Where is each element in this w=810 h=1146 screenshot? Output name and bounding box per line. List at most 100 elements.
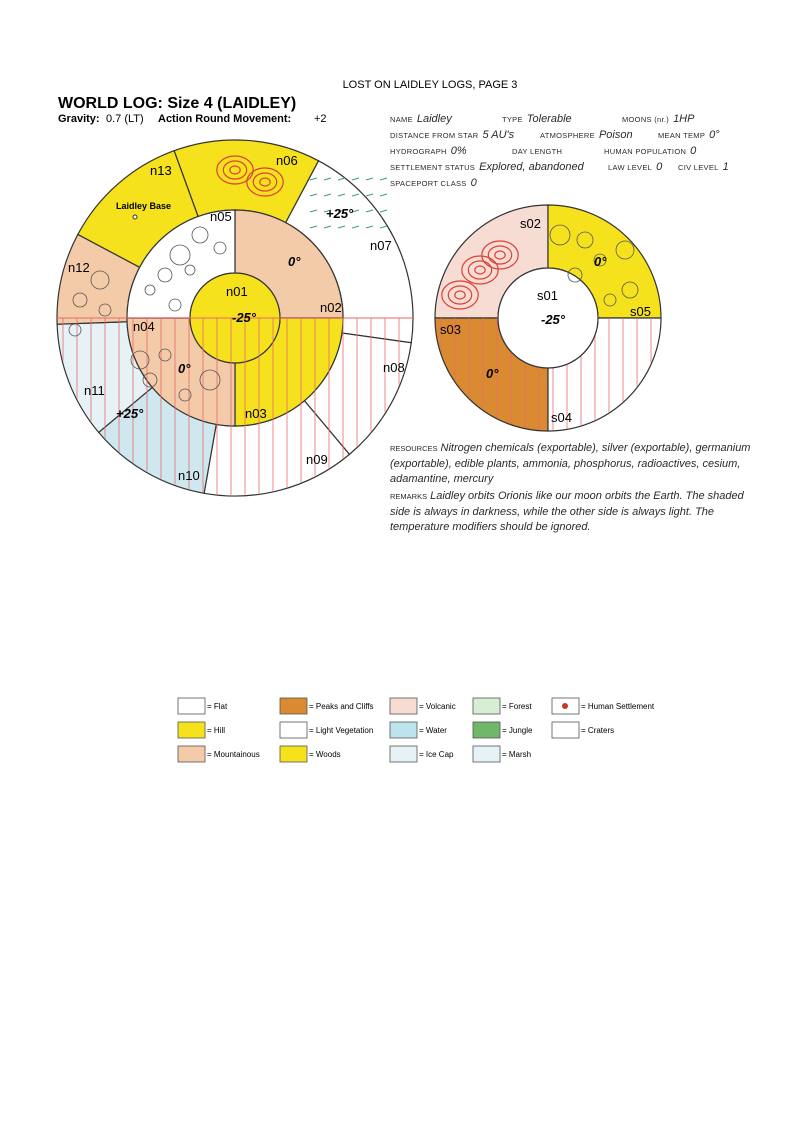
hex-label: n07 <box>370 238 392 253</box>
legend-swatch <box>389 697 418 715</box>
stat: MEAN TEMP 0° <box>658 129 720 141</box>
marsh <box>365 225 374 229</box>
gravity-label: Gravity: <box>58 113 100 125</box>
crater <box>199 369 221 391</box>
crater <box>603 293 617 307</box>
volcanic <box>246 167 284 197</box>
legend-dot <box>562 703 568 709</box>
marsh <box>351 177 360 181</box>
hex-label: s05 <box>630 304 651 319</box>
movement: +2 <box>314 113 327 125</box>
stripes <box>436 318 660 430</box>
stat-value: 1HP <box>673 113 695 125</box>
hex-label: n05 <box>210 209 232 224</box>
temperature: 0° <box>486 366 499 381</box>
hex-label: n02 <box>320 300 342 315</box>
volcanic <box>454 290 466 300</box>
stat: HUMAN POPULATION 0 <box>604 145 696 157</box>
crater <box>549 224 571 246</box>
legend-label: = Volcanic <box>419 702 456 711</box>
legend-label: = Water <box>419 726 447 735</box>
crater <box>213 241 227 255</box>
hex-label: n08 <box>383 360 405 375</box>
stat: DISTANCE FROM STAR 5 AU's <box>390 129 514 141</box>
legend-label: = Forest <box>502 702 532 711</box>
volcanic <box>474 265 486 275</box>
legend-swatch <box>177 721 206 739</box>
temperature: -25° <box>541 312 566 327</box>
stat-value: 0 <box>470 177 477 189</box>
hex-label: n09 <box>306 452 328 467</box>
volcanic <box>259 177 271 187</box>
legend: = Flat = Hill = Mountainous = Peaks and Cli… <box>177 697 655 763</box>
crater <box>68 323 82 337</box>
temperature: -25° <box>232 310 257 325</box>
marsh <box>309 177 318 181</box>
marsh <box>323 193 332 197</box>
stat-label: DISTANCE FROM STAR <box>390 131 479 140</box>
stat-label: LAW LEVEL <box>608 163 653 172</box>
legend-label: = Marsh <box>502 750 531 759</box>
volcanic <box>494 250 506 260</box>
stat: DAY LENGTH <box>512 145 566 157</box>
legend-swatch <box>279 745 308 763</box>
marsh <box>337 177 346 181</box>
hex-label: n11 <box>84 383 105 398</box>
marsh <box>351 209 360 213</box>
crater <box>576 231 594 249</box>
marsh <box>337 225 346 229</box>
stat-value: 0% <box>450 145 467 157</box>
marsh <box>337 209 346 213</box>
stat-label: MEAN TEMP <box>658 131 706 140</box>
stat-value: 0 <box>690 145 697 157</box>
hex-label: n04 <box>133 319 155 334</box>
hex-label: n10 <box>178 468 200 483</box>
hex-label: n01 <box>226 284 248 299</box>
volcanic <box>252 172 278 192</box>
volcanic <box>447 285 473 305</box>
legend-label: = Craters <box>581 726 614 735</box>
legend-label: = Light Vegetation <box>309 726 373 735</box>
base-label: Laidley Base <box>116 201 171 211</box>
stat-label: HYDROGRAPH <box>390 147 447 156</box>
marsh <box>379 193 388 197</box>
crater <box>130 350 150 370</box>
marsh <box>351 225 360 229</box>
crater <box>567 267 583 283</box>
legend-swatch <box>177 697 206 715</box>
crater <box>168 298 182 312</box>
title: WORLD LOG: Size 4 (LAIDLEY) <box>58 95 296 112</box>
legend-swatch <box>279 721 308 739</box>
legend-label: = Woods <box>309 750 341 759</box>
volcanic <box>467 260 493 280</box>
legend-label: = Human Settlement <box>581 702 655 711</box>
marsh <box>323 209 332 213</box>
stat-label: TYPE <box>502 115 523 124</box>
crater <box>621 281 639 299</box>
gravity: 0.7 (LT) <box>106 113 144 125</box>
legend-label: = Hill <box>207 726 225 735</box>
legend-label: = Flat <box>207 702 228 711</box>
marsh <box>379 209 388 213</box>
stat: ATMOSPHERE Poison <box>540 129 633 141</box>
marsh <box>323 225 332 229</box>
stat: NAME Laidley <box>390 113 452 125</box>
legend-swatch <box>472 745 501 763</box>
legend-label: = Jungle <box>502 726 533 735</box>
stat-value: 1 <box>722 161 729 173</box>
remarks-text: Laidley orbits Orionis like our moon orb… <box>390 490 744 533</box>
legend-swatch <box>389 745 418 763</box>
hex-label: s02 <box>520 216 541 231</box>
hex-label: s04 <box>551 410 572 425</box>
stat-value: Tolerable <box>526 113 572 125</box>
remarks: REMARKS Laidley orbits Orionis like our m… <box>390 489 760 536</box>
temperature: +25° <box>116 406 144 421</box>
resources: RESOURCES Nitrogen chemicals (exportable)… <box>390 441 760 488</box>
hex-label: n06 <box>276 153 298 168</box>
marsh <box>379 225 388 229</box>
marsh <box>309 193 318 197</box>
stat: LAW LEVEL 0 <box>608 161 662 173</box>
stat-label: NAME <box>390 115 413 124</box>
legend-swatch <box>472 721 501 739</box>
